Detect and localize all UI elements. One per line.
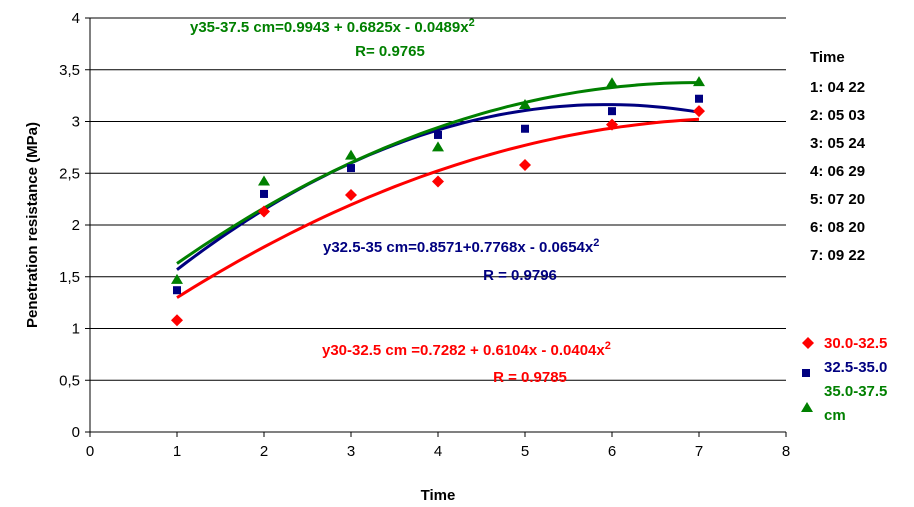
axes <box>85 17 787 437</box>
data-point-35-0-37-5 <box>606 77 618 88</box>
legend-label-cm: cm <box>824 407 846 424</box>
data-point-30-0-32-5 <box>171 314 183 327</box>
trend-lines <box>176 81 700 299</box>
legend-marker-30-32-5 <box>802 337 814 349</box>
time-key-item: 5: 07 20 <box>810 191 865 208</box>
y-tick-label: 1,5 <box>59 269 80 286</box>
data-point-32-5-35-0 <box>695 94 703 103</box>
data-point-35-0-37-5 <box>258 175 270 186</box>
data-point-35-0-37-5 <box>519 98 531 109</box>
data-point-32-5-35-0 <box>434 130 442 139</box>
legend-marker-35-37-5 <box>801 402 813 412</box>
data-point-30-0-32-5 <box>519 158 531 171</box>
y-tick-label: 2 <box>72 217 80 234</box>
data-point-30-0-32-5 <box>432 175 444 188</box>
x-tick-label: 1 <box>173 443 181 460</box>
x-tick-label: 4 <box>434 443 442 460</box>
data-point-35-0-37-5 <box>171 273 183 284</box>
y-tick-label: 4 <box>72 10 80 27</box>
time-key: Time 1: 04 22 2: 05 03 3: 05 24 4: 06 29… <box>810 49 866 264</box>
equation-32-5-35: y32.5-35 cm=0.8571+0.7768x - 0.0654x2 <box>323 237 599 256</box>
x-tick-label: 6 <box>608 443 616 460</box>
x-tick-label: 0 <box>86 443 94 460</box>
data-point-35-0-37-5 <box>432 141 444 152</box>
r-value-30-32-5: R = 0.9785 <box>493 369 567 386</box>
data-point-30-0-32-5 <box>258 205 270 218</box>
x-tick-label: 2 <box>260 443 268 460</box>
data-point-30-0-32-5 <box>693 105 705 118</box>
equation-35-37-5: y35-37.5 cm=0.9943 + 0.6825x - 0.0489x2 <box>190 17 475 36</box>
x-tick-label: 8 <box>782 443 790 460</box>
y-tick-label: 1 <box>72 321 80 338</box>
tick-labels: 0 0,5 1 1,5 2 2,5 3 3,5 4 0 1 2 3 4 5 6 7 8 <box>59 10 790 460</box>
grid-lines <box>90 17 786 381</box>
data-point-32-5-35-0 <box>260 189 268 198</box>
data-point-32-5-35-0 <box>608 107 616 116</box>
y-tick-label: 3 <box>72 114 80 131</box>
data-point-35-0-37-5 <box>693 76 705 87</box>
y-tick-label: 0,5 <box>59 372 80 389</box>
data-point-30-0-32-5 <box>345 188 357 201</box>
legend-label-35-37-5: 35.0-37.5 <box>824 383 887 400</box>
legend-marker-32-5-35 <box>802 369 810 377</box>
equation-30-32-5: y30-32.5 cm =0.7282 + 0.6104x - 0.0404x2 <box>322 340 611 359</box>
data-point-30-0-32-5 <box>606 118 618 131</box>
r-value-32-5-35: R = 0.9796 <box>483 267 557 284</box>
time-key-item: 2: 05 03 <box>810 107 865 124</box>
x-axis-title: Time <box>421 487 456 504</box>
data-point-32-5-35-0 <box>521 124 529 133</box>
time-key-item: 7: 09 22 <box>810 247 865 264</box>
data-point-35-0-37-5 <box>345 149 357 160</box>
time-key-item: 6: 08 20 <box>810 219 865 236</box>
time-key-item: 3: 05 24 <box>810 135 866 152</box>
y-tick-label: 3,5 <box>59 62 80 79</box>
y-tick-label: 0 <box>72 424 80 441</box>
legend-label-32-5-35: 32.5-35.0 <box>824 359 887 376</box>
legend: 30.0-32.5 32.5-35.0 35.0-37.5 cm <box>801 335 887 424</box>
y-axis-title: Penetration resistance (MPa) <box>24 122 41 328</box>
data-points <box>171 76 705 327</box>
y-tick-label: 2,5 <box>59 165 80 182</box>
x-tick-label: 7 <box>695 443 703 460</box>
r-value-35-37-5: R= 0.9765 <box>355 43 425 60</box>
time-key-item: 4: 06 29 <box>810 163 865 180</box>
data-point-32-5-35-0 <box>347 164 355 173</box>
x-tick-label: 3 <box>347 443 355 460</box>
x-tick-label: 5 <box>521 443 529 460</box>
time-key-item: 1: 04 22 <box>810 79 865 96</box>
time-key-title: Time <box>810 49 845 66</box>
legend-label-30-32-5: 30.0-32.5 <box>824 335 887 352</box>
data-point-32-5-35-0 <box>173 286 181 295</box>
